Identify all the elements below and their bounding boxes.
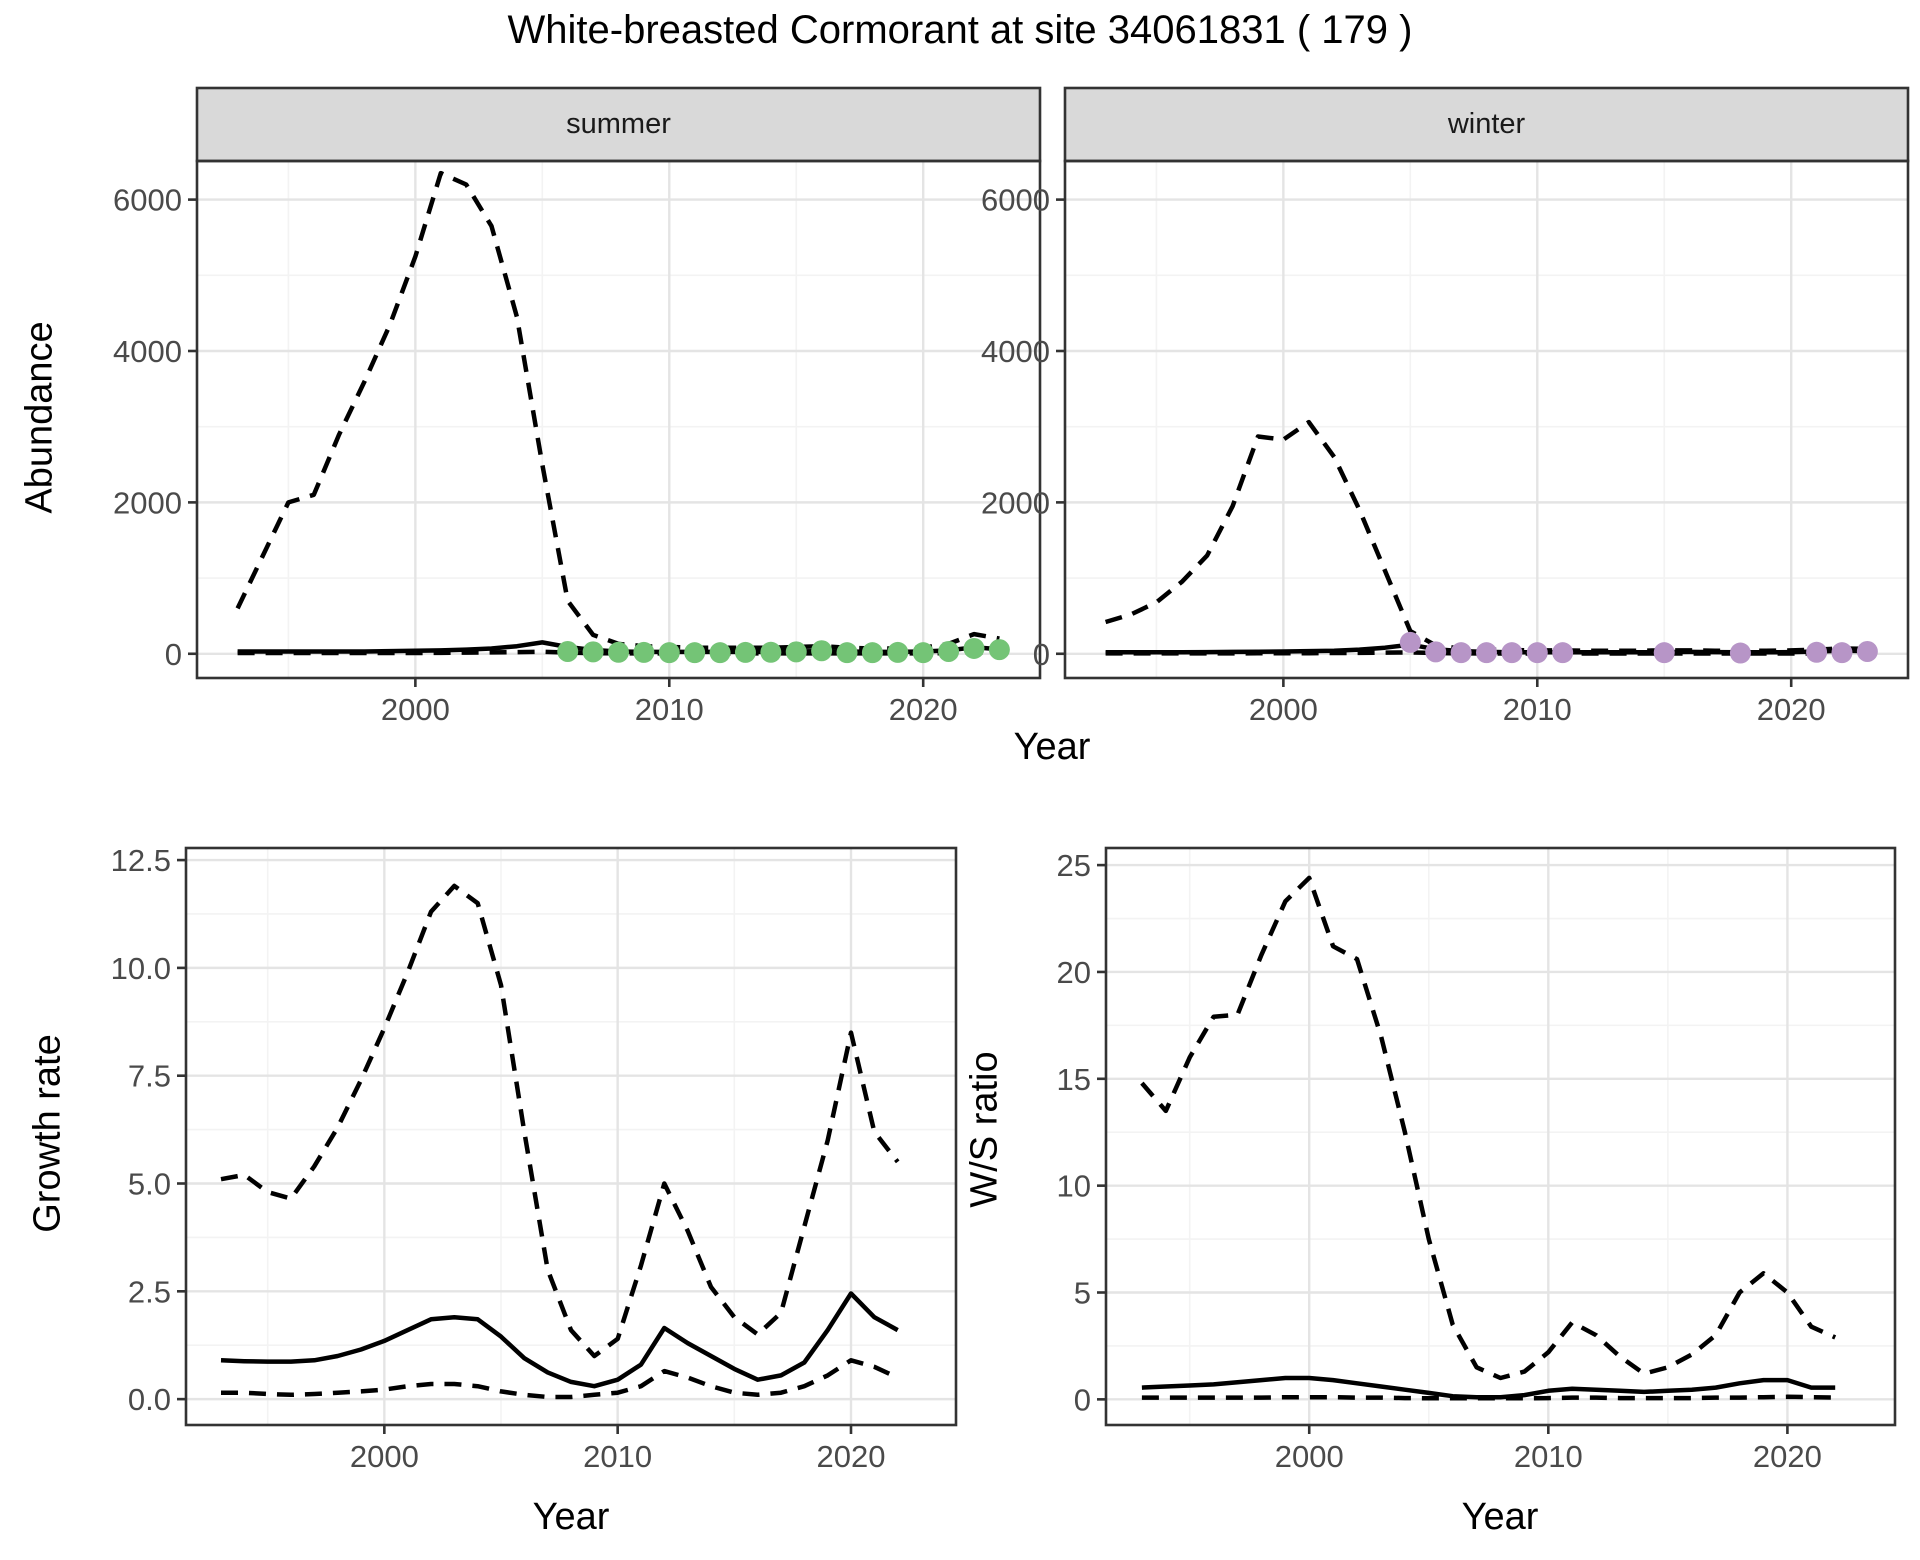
abundance_summer-observation-point	[811, 640, 833, 662]
x-tick-label: 2010	[1514, 1439, 1583, 1474]
abundance_winter-observation-point	[1552, 642, 1574, 664]
panel-abundance_summer: 2000 2010 2020 0 2000 4000 6000	[113, 86, 1042, 727]
x-tick-label: 2000	[1275, 1439, 1344, 1474]
abundance_summer-observation-point	[633, 641, 655, 663]
abundance_summer-observation-point	[760, 641, 782, 663]
x-tick-label: 2010	[635, 692, 704, 727]
y-tick-label: 2.5	[128, 1274, 171, 1309]
y-tick-label: 10.0	[111, 951, 171, 986]
abundance_summer-observation-point	[785, 641, 807, 663]
abundance_summer-observation-point	[963, 637, 985, 659]
panel-border	[184, 846, 958, 1427]
abundance_winter-observation-point	[1425, 641, 1447, 663]
y-tick-label: 2000	[113, 485, 182, 520]
panel-border	[1104, 846, 1897, 1427]
x-tick-label: 2000	[381, 692, 450, 727]
abundance_summer-observation-point	[861, 642, 883, 664]
y-tick-label: 0.0	[128, 1382, 171, 1417]
panel-abundance_winter: 2000 2010 2020 0 2000 4000 6000	[981, 86, 1910, 727]
x-tick-label: 2020	[889, 692, 958, 727]
y-tick-label: 20	[1057, 955, 1091, 990]
panel-background	[1065, 161, 1908, 678]
panel-background	[197, 161, 1040, 678]
facet-strip	[1063, 86, 1910, 163]
growth_rate-upper_ci-line	[220, 883, 900, 1359]
panel-border	[1063, 159, 1910, 680]
x-tick-label: 2020	[1753, 1439, 1822, 1474]
abundance_summer-observation-point	[988, 639, 1010, 661]
abundance_summer-observation-point	[887, 641, 909, 663]
y-tick-label: 5.0	[128, 1167, 171, 1202]
x-tick-label: 2020	[1757, 692, 1826, 727]
y-tick-label: 25	[1057, 848, 1091, 883]
abundance_summer-observation-point	[938, 641, 960, 663]
abundance_winter-observation-point	[1856, 641, 1878, 663]
abundance_summer-observation-point	[734, 641, 756, 663]
abundance_summer-observation-point	[658, 642, 680, 664]
y-tick-label: 15	[1057, 1062, 1091, 1097]
y-axis-title-growth-rate: Growth rate	[26, 1034, 69, 1233]
x-tick-label: 2010	[583, 1439, 652, 1474]
facet-strip-winter: winter	[1447, 108, 1526, 140]
abundance_winter-observation-point	[1806, 641, 1828, 663]
abundance_winter-observation-point	[1399, 631, 1421, 653]
panel-growth_rate: 2000 2010 2020 0.0 2.5 5.0 7.5 10.0 12.5	[111, 843, 958, 1474]
panel-border	[195, 159, 1042, 680]
y-tick-label: 6000	[113, 183, 182, 218]
chart-title: White-breasted Cormorant at site 3406183…	[507, 8, 1413, 52]
abundance_summer-observation-point	[557, 641, 579, 663]
x-axis-title-year-top: Year	[1013, 726, 1091, 768]
y-tick-label: 12.5	[111, 843, 171, 878]
abundance_summer-observation-point	[836, 642, 858, 664]
panel-background	[1106, 848, 1895, 1425]
abundance_summer-observation-point	[608, 641, 629, 663]
x-tick-label: 2000	[350, 1439, 419, 1474]
x-tick-label: 2010	[1503, 692, 1572, 727]
y-axis-title-ws-ratio: W/S ratio	[963, 1051, 1006, 1208]
x-tick-label: 2020	[817, 1439, 886, 1474]
abundance_summer-observation-point	[582, 641, 604, 663]
x-axis-title-year-growth: Year	[532, 1496, 610, 1538]
ws_ratio-upper_ci-line	[1140, 875, 1837, 1381]
y-tick-label: 0	[165, 637, 182, 672]
abundance_winter-observation-point	[1526, 642, 1548, 664]
panel-ws_ratio: 2000 2010 2020 0 5 10 15 20 25	[1057, 846, 1897, 1474]
y-tick-label: 6000	[981, 183, 1050, 218]
growth_rate-lower_ci-line	[221, 1358, 899, 1400]
abundance_winter-observation-point	[1831, 642, 1853, 664]
abundance_winter-observation-point	[1476, 642, 1497, 664]
abundance_winter-observation-point	[1501, 642, 1523, 664]
ws_ratio-lower_ci-line	[1141, 1394, 1836, 1401]
y-tick-label: 2000	[981, 485, 1050, 520]
growth_rate-mean-line	[220, 1291, 899, 1389]
abundance_summer-observation-point	[709, 642, 731, 664]
y-tick-label: 5	[1074, 1276, 1091, 1311]
y-tick-label: 0	[1033, 637, 1050, 672]
y-tick-label: 0	[1074, 1382, 1091, 1417]
facet-strip-summer: summer	[566, 108, 671, 140]
y-tick-label: 10	[1057, 1169, 1091, 1204]
panel-background	[186, 848, 956, 1425]
abundance_winter-observation-point	[1450, 642, 1472, 664]
x-tick-label: 2000	[1249, 692, 1318, 727]
y-tick-label: 4000	[981, 334, 1050, 369]
x-axis-title-year-ws: Year	[1461, 1496, 1539, 1538]
y-tick-label: 4000	[113, 334, 182, 369]
abundance_winter-observation-point	[1729, 642, 1751, 664]
abundance_winter-observation-point	[1653, 642, 1675, 664]
abundance_summer-observation-point	[912, 642, 934, 664]
abundance_summer-observation-point	[684, 642, 706, 664]
y-axis-title-abundance: Abundance	[18, 321, 61, 514]
y-tick-label: 7.5	[128, 1059, 171, 1094]
